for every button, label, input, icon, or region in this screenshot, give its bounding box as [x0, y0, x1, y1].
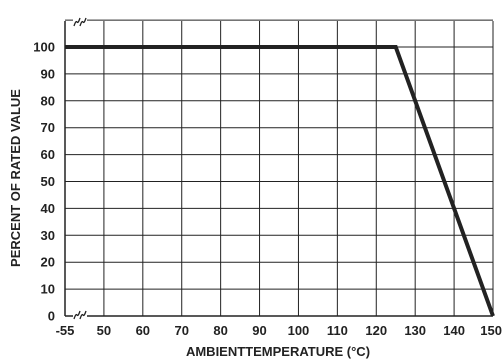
- grid-lines: [64, 19, 494, 317]
- x-tick-label: 90: [252, 323, 266, 338]
- x-tick-label: 100: [288, 323, 310, 338]
- y-tick-label: 90: [41, 66, 55, 81]
- x-tick-label: 50: [97, 323, 111, 338]
- x-axis-break-mark-mask: [73, 310, 87, 320]
- x-tick-label: 150: [480, 323, 502, 338]
- y-axis-break-mark: [79, 17, 87, 27]
- x-tick-label: 110: [327, 323, 348, 338]
- x-tick-labels: -55 50 60 70 80 90 100 110 120 130 140 150: [56, 323, 502, 338]
- derating-curve: [65, 45, 495, 317]
- y-tick-label: 70: [41, 120, 55, 135]
- x-tick-label: 120: [365, 323, 387, 338]
- y-axis-break-mark: [73, 17, 81, 27]
- x-tick-label: 80: [213, 323, 227, 338]
- y-tick-label: 60: [41, 147, 55, 162]
- axis-breaks: [73, 17, 87, 320]
- y-tick-label: 80: [41, 93, 55, 108]
- y-tick-label: 40: [41, 201, 55, 216]
- x-tick-label: 140: [443, 323, 465, 338]
- y-tick-label: 10: [41, 282, 55, 297]
- y-tick-label: 50: [41, 174, 55, 189]
- y-axis-title: PERCENT OF RATED VALUE: [8, 89, 23, 267]
- series-lines: [65, 45, 495, 317]
- x-axis-title: AMBIENTTEMPERATURE (°C): [186, 344, 370, 359]
- y-axis-break-mark-mask: [73, 17, 87, 27]
- y-tick-label: 30: [41, 228, 55, 243]
- x-axis-break-mark: [79, 310, 87, 320]
- axes: [64, 21, 493, 317]
- x-axis-break-mark: [73, 310, 81, 320]
- y-tick-labels: 0 10 20 30 40 50 60 70 80 90 100: [33, 40, 55, 324]
- x-tick-label: -55: [56, 323, 75, 338]
- x-tick-label: 60: [136, 323, 150, 338]
- y-tick-label: 20: [41, 255, 55, 270]
- x-tick-label: 130: [404, 323, 426, 338]
- y-tick-label: 100: [33, 40, 55, 55]
- x-tick-label: 70: [174, 323, 188, 338]
- y-tick-label: 0: [48, 309, 55, 324]
